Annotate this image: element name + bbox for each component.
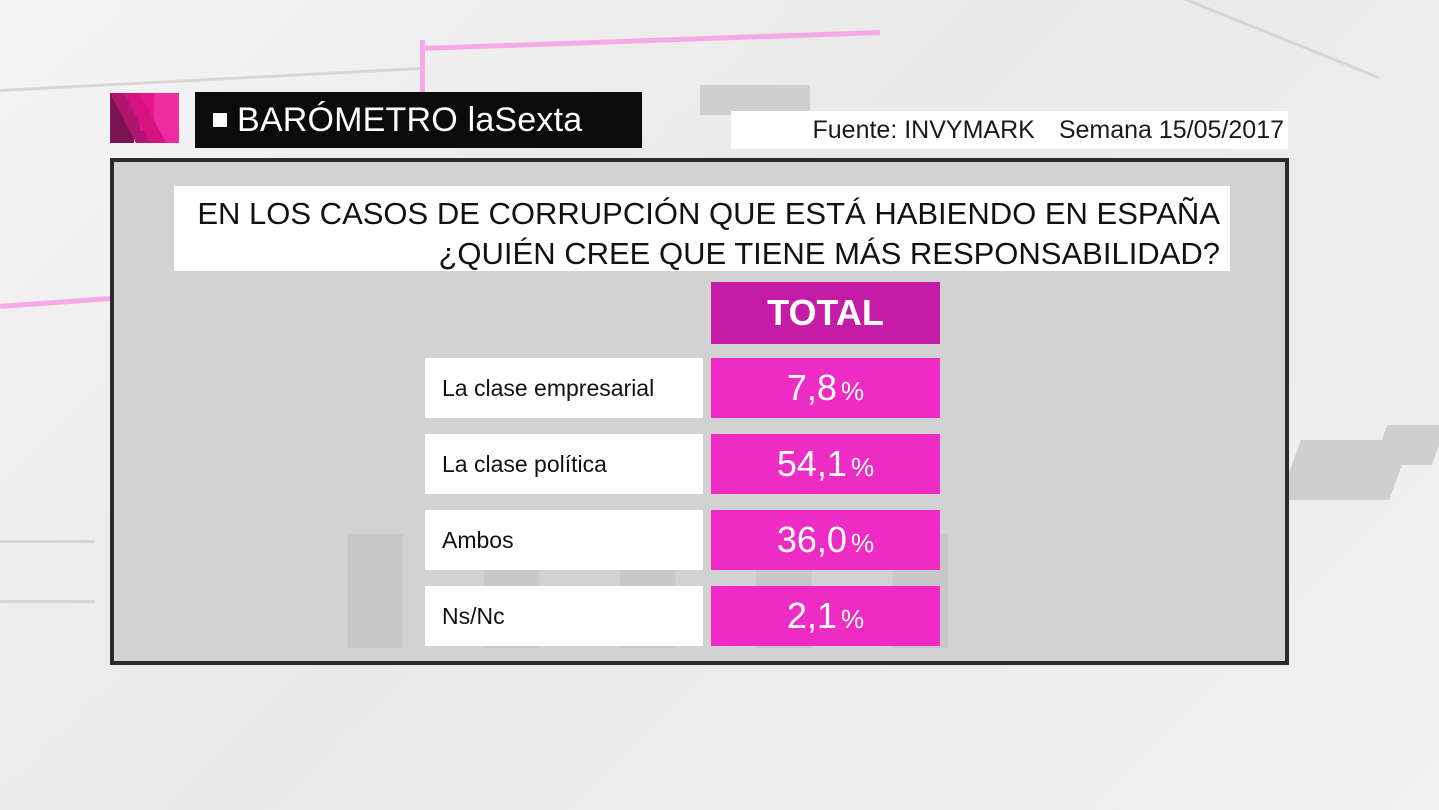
value-unit: % xyxy=(840,603,865,634)
source-label: Fuente: INVYMARK xyxy=(812,115,1035,144)
background-accent-line xyxy=(0,296,111,309)
row-value: 54,1% xyxy=(711,434,940,494)
row-label: Ns/Nc xyxy=(425,586,703,646)
results-panel: ▮ ▮ ▮ ▮ ▮ EN LOS CASOS DE CORRUPCIÓN QUE… xyxy=(110,158,1289,665)
bullet-square-icon xyxy=(213,113,227,127)
background-grid-line xyxy=(0,540,95,543)
question-line-1: EN LOS CASOS DE CORRUPCIÓN QUE ESTÁ HABI… xyxy=(197,196,1220,231)
value-number: 36,0 xyxy=(776,519,847,560)
value-unit: % xyxy=(850,527,875,558)
background-grid-line xyxy=(1100,0,1380,80)
row-value: 2,1% xyxy=(711,586,940,646)
background-bar-shape xyxy=(1372,425,1439,465)
row-value: 7,8% xyxy=(711,358,940,418)
value-unit: % xyxy=(840,375,865,406)
column-header-total: TOTAL xyxy=(711,282,940,344)
week-label: Semana 15/05/2017 xyxy=(1058,115,1284,144)
background-accent-line xyxy=(420,29,880,52)
lasexta-logo xyxy=(110,93,179,143)
source-bar: Fuente: INVYMARK Semana 15/05/2017 xyxy=(731,111,1288,149)
program-title-bar: BARÓMETRO laSexta xyxy=(195,92,642,148)
value-number: 2,1 xyxy=(786,595,837,636)
value-number: 54,1 xyxy=(776,443,847,484)
value-number: 7,8 xyxy=(786,367,837,408)
background-bar-shape xyxy=(700,85,810,115)
background-grid-line xyxy=(0,67,420,92)
background-accent-line xyxy=(420,40,425,100)
question-box: EN LOS CASOS DE CORRUPCIÓN QUE ESTÁ HABI… xyxy=(174,186,1230,271)
value-unit: % xyxy=(850,451,875,482)
question-line-2: ¿QUIÉN CREE QUE TIENE MÁS RESPONSABILIDA… xyxy=(438,236,1221,271)
row-label: La clase política xyxy=(425,434,703,494)
program-title: BARÓMETRO laSexta xyxy=(237,100,583,139)
background-grid-line xyxy=(0,600,95,603)
row-label: Ambos xyxy=(425,510,703,570)
row-label: La clase empresarial xyxy=(425,358,703,418)
row-value: 36,0% xyxy=(711,510,940,570)
